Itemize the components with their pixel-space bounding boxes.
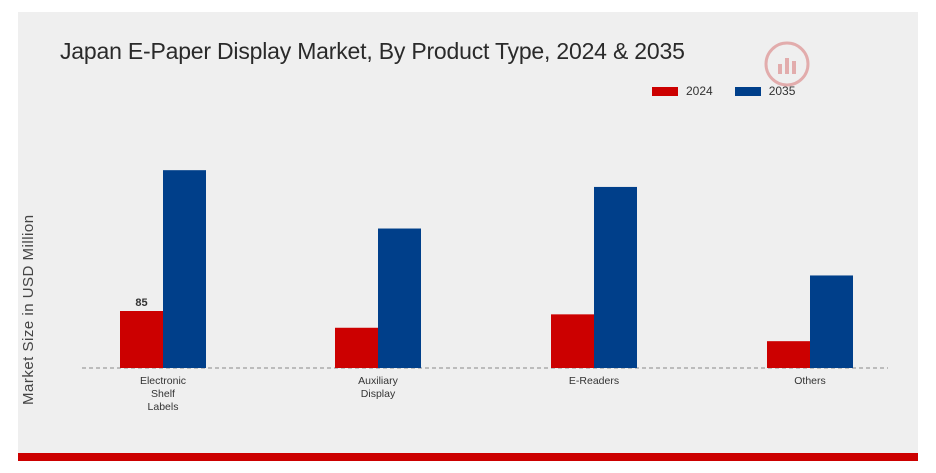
legend-item-2024: 2024 bbox=[652, 84, 713, 98]
bar-2035-1 bbox=[378, 228, 421, 368]
legend-label-2035: 2035 bbox=[768, 84, 796, 98]
chart-title: Japan E-Paper Display Market, By Product… bbox=[60, 38, 685, 64]
bar-2035-0 bbox=[163, 170, 206, 368]
bar-2024-0 bbox=[120, 311, 163, 368]
x-tick-label-1: Auxiliary Display bbox=[358, 375, 398, 400]
x-tick-label-0: Electronic Shelf Labels bbox=[140, 375, 186, 413]
legend-swatch-2024 bbox=[652, 86, 678, 96]
chart-legend: 2024 2035 bbox=[652, 83, 817, 99]
bottom-accent-bar bbox=[18, 453, 918, 461]
legend-swatch-2035 bbox=[734, 86, 761, 96]
bar-2035-3 bbox=[810, 275, 853, 368]
x-tick-label-2: E-Readers bbox=[569, 375, 619, 387]
bar-2024-3 bbox=[767, 341, 810, 368]
watermark-logo bbox=[764, 41, 810, 87]
legend-label-2024: 2024 bbox=[686, 84, 713, 98]
bar-2035-2 bbox=[594, 186, 637, 368]
bar-2024-1 bbox=[335, 327, 378, 368]
x-tick-label-3: Others bbox=[794, 375, 826, 387]
legend-item-2035: 2035 bbox=[734, 84, 796, 98]
data-label-0: 85 bbox=[135, 297, 147, 309]
bar-2024-2 bbox=[551, 314, 594, 368]
